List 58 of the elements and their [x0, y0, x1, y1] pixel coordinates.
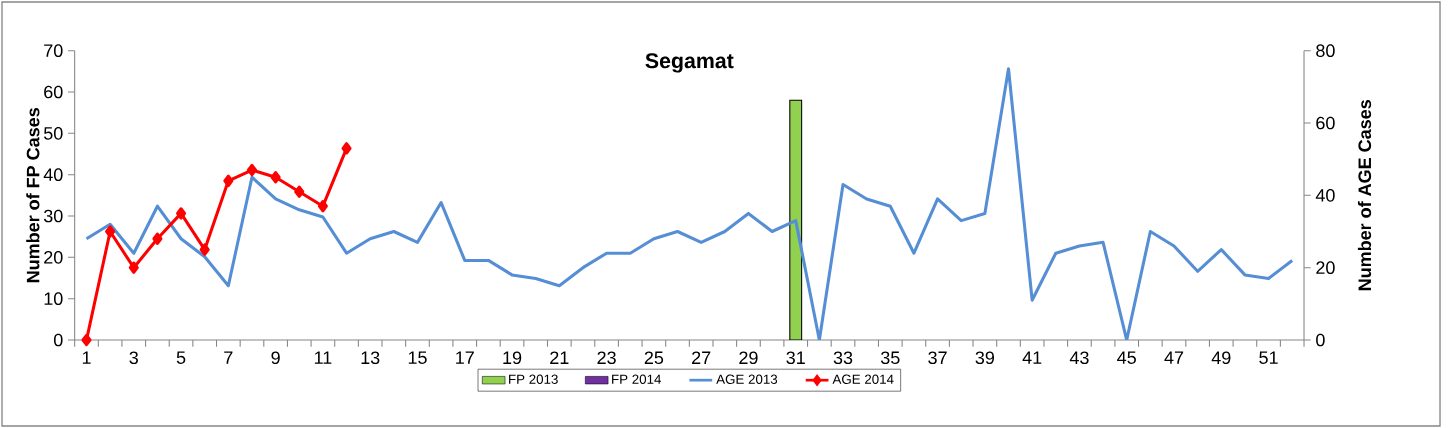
x-tick-label: 13 [361, 351, 380, 365]
y-tick-label: 40 [43, 168, 63, 182]
y-tick-label: 30 [43, 209, 63, 223]
x-tick-label: 45 [1117, 351, 1136, 364]
x-tick-label: 15 [408, 351, 427, 364]
x-tick-label: 9 [271, 351, 280, 365]
legend-label: AGE 2013 [716, 374, 778, 384]
x-tick-label: 11 [314, 351, 332, 364]
chart-title: Segamat [645, 53, 734, 73]
x-tick-label: 21 [550, 351, 569, 364]
x-tick-label: 47 [1164, 351, 1184, 364]
point [105, 225, 116, 238]
y-tick-label: 20 [44, 250, 63, 264]
point [246, 163, 258, 177]
y-tick-label: 70 [44, 44, 63, 58]
y-tick-label: 10 [44, 292, 63, 306]
point [270, 171, 281, 184]
point [152, 232, 163, 245]
x-tick-label: 39 [975, 351, 995, 365]
point [81, 333, 92, 347]
y2-tick-label: 60 [1316, 116, 1335, 130]
y-tick-label: 0 [53, 333, 63, 347]
x-tick-label: 17 [456, 351, 474, 364]
x-tick-label: 49 [1211, 351, 1231, 365]
y-tick-label: 60 [44, 85, 63, 99]
point [223, 174, 234, 188]
x-tick-label: 43 [1069, 351, 1089, 365]
legend-label: FP 2014 [612, 374, 662, 384]
point [176, 207, 187, 220]
x-tick-label: 1 [82, 351, 91, 364]
x-tick-label: 33 [833, 351, 853, 365]
x-tick-label: 25 [644, 351, 664, 365]
y2-axis-title: Number of AGE Cases [1357, 100, 1372, 291]
x-tick-label: 3 [129, 351, 138, 365]
x-tick-label: 23 [597, 351, 616, 365]
point [294, 185, 305, 198]
y2-tick-label: 0 [1316, 333, 1325, 347]
x-tick-label: 37 [928, 351, 947, 365]
legend-label: FP 2013 [509, 374, 558, 384]
x-tick-label: 7 [224, 351, 233, 364]
point [128, 261, 139, 274]
point [341, 142, 352, 155]
x-tick-label: 41 [1022, 351, 1042, 364]
point [199, 243, 210, 256]
y2-tick-label: 40 [1315, 188, 1335, 202]
x-tick-label: 5 [176, 351, 186, 364]
x-tick-label: 31 [786, 351, 805, 365]
x-tick-label: 51 [1259, 351, 1278, 364]
legend-label: AGE 2014 [832, 374, 894, 384]
y-axis-title: Number of FP Cases [26, 108, 40, 283]
y2-tick-label: 20 [1316, 261, 1335, 275]
x-tick-label: 35 [880, 351, 900, 365]
y-tick-label: 50 [43, 126, 63, 140]
point [317, 199, 328, 213]
x-tick-label: 29 [739, 351, 758, 365]
x-tick-label: 19 [503, 351, 522, 365]
y2-tick-label: 80 [1316, 44, 1335, 58]
x-tick-label: 27 [692, 351, 711, 364]
